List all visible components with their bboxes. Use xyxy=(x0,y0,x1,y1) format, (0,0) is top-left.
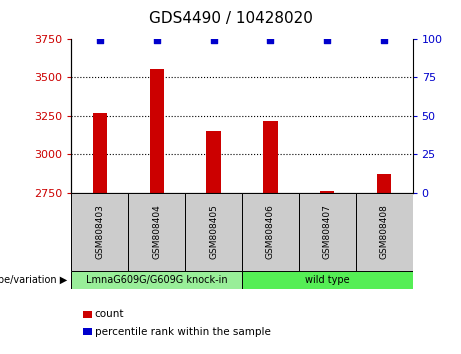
Bar xyxy=(242,193,299,271)
Text: GSM808407: GSM808407 xyxy=(323,204,332,259)
Bar xyxy=(93,113,107,193)
Point xyxy=(380,38,388,43)
Text: GSM808403: GSM808403 xyxy=(95,204,104,259)
Text: GDS4490 / 10428020: GDS4490 / 10428020 xyxy=(148,11,313,25)
Bar xyxy=(71,193,128,271)
Text: percentile rank within the sample: percentile rank within the sample xyxy=(95,327,271,337)
Bar xyxy=(320,191,334,193)
Text: wild type: wild type xyxy=(305,275,349,285)
Bar xyxy=(83,329,92,336)
Point xyxy=(210,38,217,43)
Text: genotype/variation ▶: genotype/variation ▶ xyxy=(0,275,67,285)
Text: LmnaG609G/G609G knock-in: LmnaG609G/G609G knock-in xyxy=(86,275,228,285)
Bar xyxy=(263,121,278,193)
Bar xyxy=(377,175,391,193)
Bar xyxy=(207,131,221,193)
Bar xyxy=(242,271,413,289)
Text: GSM808404: GSM808404 xyxy=(152,205,161,259)
Point xyxy=(96,38,104,43)
Text: GSM808405: GSM808405 xyxy=(209,204,218,259)
Text: count: count xyxy=(95,309,124,319)
Bar xyxy=(71,271,242,289)
Bar xyxy=(356,193,413,271)
Bar xyxy=(185,193,242,271)
Text: GSM808406: GSM808406 xyxy=(266,204,275,259)
Point xyxy=(324,38,331,43)
Point xyxy=(153,38,160,43)
Bar xyxy=(150,69,164,193)
Point xyxy=(267,38,274,43)
Text: GSM808408: GSM808408 xyxy=(380,204,389,259)
Bar xyxy=(128,193,185,271)
Bar xyxy=(83,311,92,318)
Bar xyxy=(299,193,356,271)
